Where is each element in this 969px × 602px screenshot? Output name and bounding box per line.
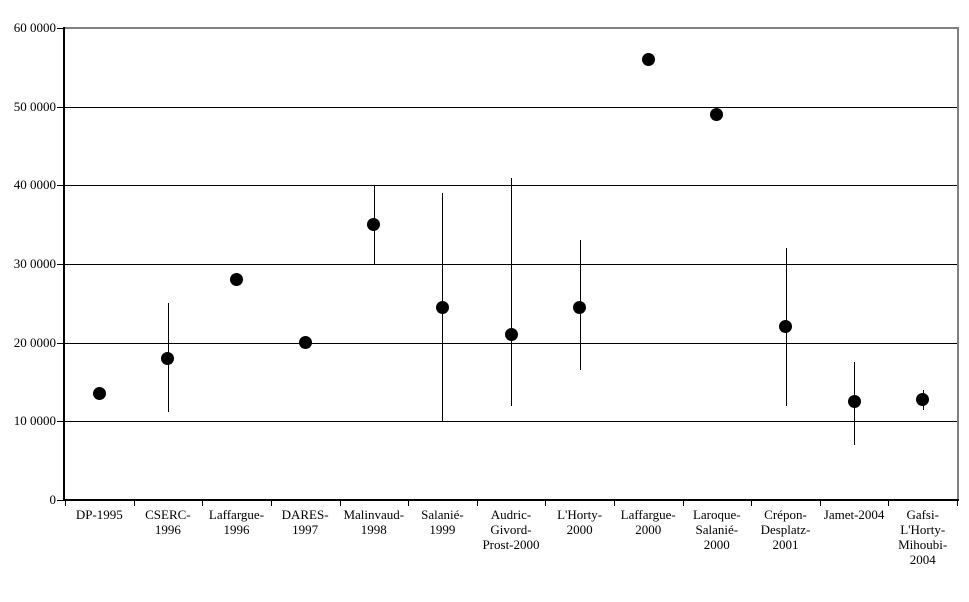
x-axis-tick [682, 500, 684, 506]
x-axis-category-label-line: DARES- [281, 507, 329, 522]
x-axis-category-label: Gafsi- L'Horty- Mihoubi- 2004 [884, 507, 961, 567]
x-axis-category-label: DP-1995 [61, 507, 138, 522]
data-point [367, 218, 381, 232]
x-axis-category-label: Laffargue- 2000 [610, 507, 687, 537]
data-point [298, 336, 312, 350]
x-axis-tick [545, 500, 547, 506]
x-axis-category-label: L'Horty- 2000 [541, 507, 618, 537]
x-axis-tick [957, 500, 958, 506]
x-axis-category-label-line: Mihoubi- [898, 537, 948, 552]
y-axis-label: 20 0000 [13, 334, 56, 350]
x-axis-category-label-line: 2001 [772, 537, 799, 552]
y-axis-label: 10 0000 [13, 413, 56, 429]
x-axis-category-label-line: Jamet-2004 [823, 507, 885, 522]
x-axis-category-label-line: Desplatz- [760, 522, 811, 537]
x-axis-category-label-line: 1996 [223, 522, 250, 537]
x-axis-category-label-line: Audric- [490, 507, 532, 522]
data-point [504, 328, 518, 342]
data-point [573, 300, 587, 314]
x-axis-category-label-line: L'Horty- [557, 507, 603, 522]
x-axis-tick [751, 500, 753, 506]
x-axis-tick [613, 500, 615, 506]
x-axis-category-label: Laffargue- 1996 [198, 507, 275, 537]
x-axis-tick [133, 500, 135, 506]
data-point [92, 387, 106, 401]
x-axis-category-label-line: Prost-2000 [482, 537, 540, 552]
x-axis-category-label-line: 2000 [566, 522, 593, 537]
data-point [710, 108, 724, 121]
x-axis-category-label: Salanié- 1999 [404, 507, 481, 537]
plot-border-top [65, 27, 959, 29]
y-axis-tick [57, 28, 63, 29]
plot-border-right [957, 27, 959, 500]
data-point [230, 273, 243, 287]
y-axis-label: 0 [49, 492, 57, 507]
x-axis-category-label-line: L'Horty- [900, 522, 946, 537]
x-axis-line [63, 499, 959, 501]
x-axis-category-label-line: Laffargue- [620, 507, 676, 522]
data-point [641, 53, 655, 66]
x-axis-tick [408, 500, 410, 506]
gridline-100000 [65, 421, 957, 423]
x-axis-tick [270, 500, 272, 506]
y-axis-tick [57, 185, 63, 187]
y-axis-line [63, 27, 65, 501]
y-axis-tick [57, 500, 63, 501]
x-axis-category-label-line: 2000 [703, 537, 730, 552]
x-axis-category-label: DARES- 1997 [267, 507, 344, 537]
x-axis-tick [476, 500, 478, 506]
x-axis-tick [202, 500, 204, 506]
x-axis-tick [339, 500, 341, 506]
x-axis-category-label-line: 2004 [909, 552, 936, 567]
data-point [161, 351, 175, 365]
x-axis-category-label-line: Crépon- [764, 507, 807, 522]
x-axis-category-label-line: Malinvaud- [343, 507, 405, 522]
y-axis-label: 60 0000 [13, 20, 56, 35]
x-axis-category-label-line: Laffargue- [208, 507, 265, 522]
y-axis-tick [57, 421, 63, 423]
x-axis-category-label-line: CSERC- [145, 507, 191, 522]
x-axis-category-label-line: Salanié- [421, 507, 464, 522]
y-axis-label: 30 0000 [13, 256, 56, 271]
x-axis-tick [888, 500, 890, 506]
x-axis-category-label-line: Salanié- [695, 522, 739, 537]
x-axis-category-label: Audric- Givord- Prost-2000 [473, 507, 550, 552]
data-point [847, 395, 861, 409]
x-axis-tick [819, 500, 821, 506]
x-axis-category-label-line: Gafsi- [906, 507, 939, 522]
y-axis-tick [57, 264, 63, 265]
x-axis-category-label-line: 2000 [635, 522, 662, 537]
x-axis-category-label: Crépon- Desplatz- 2001 [747, 507, 824, 552]
x-axis-category-label-line: 1998 [360, 522, 387, 537]
x-axis-category-label-line: 1999 [429, 522, 456, 537]
x-axis-category-label-line: DP-1995 [75, 507, 123, 522]
x-axis-category-label-line: 1997 [292, 522, 319, 537]
x-axis-category-label: Jamet-2004 [816, 507, 893, 522]
x-axis-category-label-line: 1996 [154, 522, 181, 537]
y-axis-label: 40 0000 [13, 177, 56, 193]
x-axis-category-label: Laroque- Salanié- 2000 [679, 507, 756, 552]
x-axis-category-label-line: Givord- [490, 522, 532, 537]
data-point [435, 300, 449, 314]
y-axis-tick [57, 106, 63, 108]
y-axis-label: 50 0000 [13, 98, 56, 114]
x-axis-category-label: CSERC- 1996 [130, 507, 207, 537]
data-point [779, 320, 792, 334]
x-axis-tick [65, 500, 66, 506]
error-bar [511, 177, 512, 406]
gridline-500000 [65, 106, 957, 108]
data-point [916, 392, 930, 406]
x-axis-category-label: Malinvaud- 1998 [336, 507, 413, 537]
x-axis-category-label-line: Laroque- [692, 507, 741, 522]
y-axis-tick [57, 342, 63, 344]
